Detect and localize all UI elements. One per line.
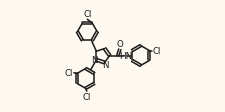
Text: N: N [91,56,97,65]
Text: O: O [117,40,124,48]
Text: Cl: Cl [153,47,161,56]
Text: Cl: Cl [65,69,73,78]
Text: N: N [102,60,108,69]
Text: Cl: Cl [83,92,91,101]
Text: Cl: Cl [83,10,92,19]
Text: HN: HN [119,52,132,60]
